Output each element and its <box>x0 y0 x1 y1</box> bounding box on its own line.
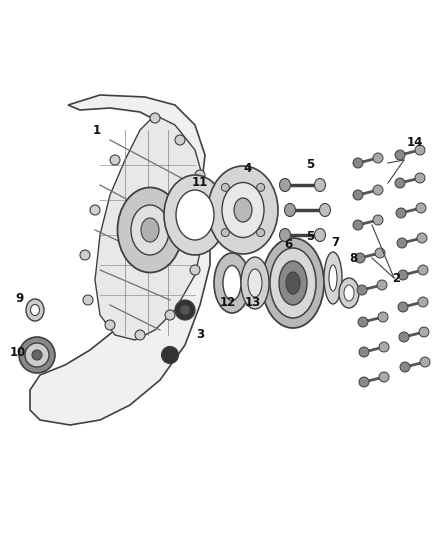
Ellipse shape <box>200 215 210 225</box>
Ellipse shape <box>319 204 331 216</box>
Ellipse shape <box>359 347 369 357</box>
Text: 12: 12 <box>220 296 236 310</box>
Ellipse shape <box>379 372 389 382</box>
Ellipse shape <box>90 205 100 215</box>
Ellipse shape <box>373 185 383 195</box>
Ellipse shape <box>241 257 269 309</box>
Ellipse shape <box>110 155 120 165</box>
Ellipse shape <box>175 135 185 145</box>
Ellipse shape <box>395 150 405 160</box>
Ellipse shape <box>190 265 200 275</box>
Ellipse shape <box>221 183 230 191</box>
Ellipse shape <box>222 182 264 238</box>
Ellipse shape <box>373 215 383 225</box>
Ellipse shape <box>395 178 405 188</box>
Text: 6: 6 <box>284 238 292 252</box>
Ellipse shape <box>223 265 241 301</box>
Ellipse shape <box>355 253 365 263</box>
Ellipse shape <box>131 205 169 255</box>
Ellipse shape <box>399 332 409 342</box>
Ellipse shape <box>31 304 39 316</box>
Ellipse shape <box>83 295 93 305</box>
Ellipse shape <box>418 297 428 307</box>
Ellipse shape <box>19 337 55 373</box>
Ellipse shape <box>418 265 428 275</box>
Ellipse shape <box>353 158 363 168</box>
Text: 1: 1 <box>93 124 101 136</box>
Ellipse shape <box>176 190 214 240</box>
Ellipse shape <box>357 285 367 295</box>
Ellipse shape <box>135 330 145 340</box>
Ellipse shape <box>279 229 290 241</box>
Ellipse shape <box>353 190 363 200</box>
Ellipse shape <box>221 229 230 237</box>
Ellipse shape <box>400 362 410 372</box>
Ellipse shape <box>324 252 342 304</box>
Ellipse shape <box>375 248 385 258</box>
Ellipse shape <box>208 166 278 254</box>
Ellipse shape <box>175 300 195 320</box>
Ellipse shape <box>32 350 42 360</box>
Ellipse shape <box>397 238 407 248</box>
Ellipse shape <box>329 265 337 291</box>
Ellipse shape <box>344 285 354 301</box>
Text: 3: 3 <box>196 328 204 342</box>
Ellipse shape <box>358 317 368 327</box>
Ellipse shape <box>379 342 389 352</box>
Ellipse shape <box>398 302 408 312</box>
Ellipse shape <box>415 173 425 183</box>
Ellipse shape <box>377 280 387 290</box>
Text: 2: 2 <box>392 271 400 285</box>
Polygon shape <box>95 115 205 340</box>
Ellipse shape <box>419 327 429 337</box>
Ellipse shape <box>80 250 90 260</box>
Ellipse shape <box>279 179 290 191</box>
Text: 11: 11 <box>192 176 208 190</box>
Ellipse shape <box>25 343 49 367</box>
Ellipse shape <box>150 113 160 123</box>
Text: 5: 5 <box>306 230 314 244</box>
Ellipse shape <box>214 253 250 313</box>
Ellipse shape <box>234 198 252 222</box>
Polygon shape <box>30 95 210 425</box>
Ellipse shape <box>286 272 300 294</box>
Ellipse shape <box>257 229 265 237</box>
Ellipse shape <box>141 218 159 242</box>
Ellipse shape <box>339 278 359 308</box>
Text: 13: 13 <box>245 296 261 310</box>
Ellipse shape <box>270 248 316 318</box>
Text: 7: 7 <box>331 237 339 249</box>
Ellipse shape <box>105 320 115 330</box>
Ellipse shape <box>285 204 296 216</box>
Ellipse shape <box>117 188 183 272</box>
Ellipse shape <box>353 220 363 230</box>
Text: 14: 14 <box>407 136 423 149</box>
Ellipse shape <box>26 299 44 321</box>
Ellipse shape <box>162 346 179 364</box>
Ellipse shape <box>415 145 425 155</box>
Ellipse shape <box>248 269 262 297</box>
Text: 9: 9 <box>16 292 24 304</box>
Ellipse shape <box>398 270 408 280</box>
Ellipse shape <box>195 170 205 180</box>
Ellipse shape <box>416 203 426 213</box>
Text: 4: 4 <box>244 161 252 174</box>
Ellipse shape <box>417 233 427 243</box>
Ellipse shape <box>257 183 265 191</box>
Ellipse shape <box>373 153 383 163</box>
Ellipse shape <box>420 357 430 367</box>
Ellipse shape <box>164 175 226 255</box>
Ellipse shape <box>314 179 325 191</box>
Text: 10: 10 <box>10 345 26 359</box>
Text: 5: 5 <box>306 158 314 172</box>
Ellipse shape <box>314 229 325 241</box>
Ellipse shape <box>378 312 388 322</box>
Ellipse shape <box>396 208 406 218</box>
Ellipse shape <box>180 305 190 315</box>
Ellipse shape <box>165 310 175 320</box>
Ellipse shape <box>359 377 369 387</box>
Text: 8: 8 <box>349 252 357 264</box>
Ellipse shape <box>262 238 324 328</box>
Ellipse shape <box>279 261 307 305</box>
